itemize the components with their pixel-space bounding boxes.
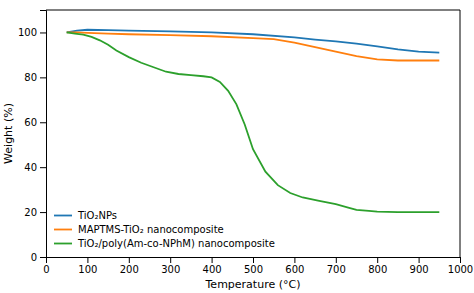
tick-mark: [336, 257, 337, 263]
legend-swatch: [54, 243, 72, 245]
axis-domain: [40, 11, 47, 258]
tick-label: 100: [78, 264, 97, 275]
legend-swatch: [54, 229, 72, 231]
legend-label: TiO₂NPs: [77, 210, 117, 221]
tick: 80: [24, 72, 46, 83]
tick-label: 100: [18, 27, 37, 38]
tick-label: 0: [31, 252, 37, 263]
tick: 200: [120, 257, 139, 275]
tick-label: 600: [285, 264, 304, 275]
tick-mark: [212, 257, 213, 263]
tick-label: 900: [410, 264, 429, 275]
tick-label: 200: [120, 264, 139, 275]
tick-mark: [253, 257, 254, 263]
tick-mark: [460, 257, 461, 263]
tick: 60: [24, 117, 46, 128]
series-line: [67, 32, 440, 60]
tick: 400: [203, 257, 222, 275]
y-axis: 0 20 40 60 80 100: [18, 11, 47, 263]
tick-label: 300: [161, 264, 180, 275]
series-line: [67, 32, 440, 212]
tick: 800: [368, 257, 387, 275]
tick-label: 500: [244, 264, 263, 275]
tick-mark: [40, 212, 46, 213]
x-axis-title: Temperature (°C): [205, 278, 301, 291]
tick-mark: [40, 77, 46, 78]
tick: 300: [161, 257, 180, 275]
tick-mark: [40, 122, 46, 123]
tick-mark: [40, 167, 46, 168]
tick: 700: [327, 257, 346, 275]
axis-domain: [47, 258, 461, 264]
tick: 600: [285, 257, 304, 275]
frame: [46, 10, 460, 11]
tick: 0: [43, 257, 49, 275]
tick-label: 80: [24, 72, 37, 83]
tick-mark: [294, 257, 295, 263]
legend-item: TiO₂/poly(Am-co-NPhM) nanocomposite: [54, 238, 275, 249]
tick-mark: [40, 257, 46, 258]
tick-label: 20: [24, 207, 37, 218]
y-axis-title: Weight (%): [2, 103, 15, 164]
tick-label: 800: [368, 264, 387, 275]
tick-label: 400: [203, 264, 222, 275]
tick: 500: [244, 257, 263, 275]
tick: 900: [410, 257, 429, 275]
legend: TiO₂NPs MAPTMS-TiO₂ nanocomposite TiO₂/pol…: [54, 210, 275, 249]
tick-mark: [129, 257, 130, 263]
tick-label: 60: [24, 117, 37, 128]
tick-mark: [170, 257, 171, 263]
tick: 40: [24, 162, 46, 173]
legend-swatch: [54, 215, 72, 217]
lines: [67, 30, 440, 212]
tick: 20: [24, 207, 46, 218]
tick: 100: [78, 257, 97, 275]
tick-mark: [40, 32, 46, 33]
legend-label: TiO₂/poly(Am-co-NPhM) nanocomposite: [77, 238, 275, 249]
tick-mark: [377, 257, 378, 263]
tick-mark: [87, 257, 88, 263]
tick-mark: [419, 257, 420, 263]
tick-label: 1000: [448, 264, 473, 275]
tick-label: 40: [24, 162, 37, 173]
tick-label: 700: [327, 264, 346, 275]
frame: [460, 10, 461, 257]
legend-item: TiO₂NPs: [54, 210, 117, 221]
legend-label: MAPTMS-TiO₂ nanocomposite: [78, 224, 224, 235]
chart: 0 100 200 300 400 500 600 700 800 900 1000 0 20 40 60 8…: [0, 0, 474, 293]
legend-item: MAPTMS-TiO₂ nanocomposite: [54, 224, 224, 235]
tick: 0: [31, 252, 46, 263]
x-axis: 0 100 200 300 400 500 600 700 800 900 1000: [43, 257, 473, 275]
tick: 100: [18, 27, 46, 38]
tick: 1000: [448, 257, 473, 275]
tick-label: 0: [43, 264, 49, 275]
plot: 0 100 200 300 400 500 600 700 800 900 1000 0 20 40 60 8…: [18, 10, 473, 275]
